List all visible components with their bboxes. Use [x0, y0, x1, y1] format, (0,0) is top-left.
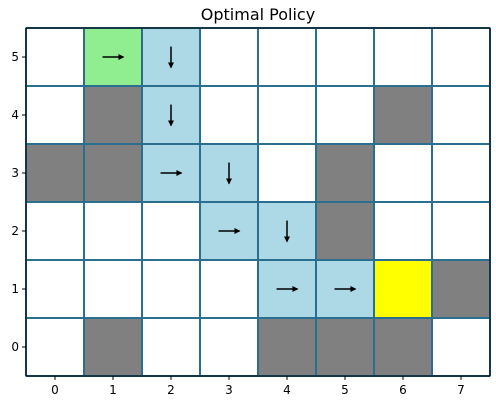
- cell-obstacle: [316, 144, 374, 202]
- cell-obstacle: [84, 86, 142, 144]
- policy-arrow-down: [168, 104, 174, 127]
- grid-cells: [26, 28, 490, 376]
- y-tick-label: 5: [11, 50, 19, 64]
- cell-obstacle: [316, 202, 374, 260]
- cell-obstacle: [258, 318, 316, 376]
- y-tick-label: 0: [11, 340, 19, 354]
- x-tick-label: 0: [51, 383, 59, 397]
- cell-obstacle: [84, 318, 142, 376]
- x-tick-label: 5: [341, 383, 349, 397]
- x-tick-label: 4: [283, 383, 291, 397]
- y-tick-label: 2: [11, 224, 19, 238]
- policy-arrow-right: [218, 228, 241, 234]
- policy-arrows: [102, 46, 357, 292]
- policy-arrow-right: [334, 286, 357, 292]
- x-tick-label: 3: [225, 383, 233, 397]
- cell-obstacle: [26, 144, 84, 202]
- cell-obstacle: [316, 318, 374, 376]
- policy-arrow-right: [160, 170, 183, 176]
- policy-arrow-right: [276, 286, 299, 292]
- axes-frame: [25, 27, 491, 377]
- cell-goal: [374, 260, 432, 318]
- cell-obstacle: [374, 318, 432, 376]
- policy-arrow-down: [226, 162, 232, 185]
- x-axis: 0 1 2 3 4 5 6 7: [51, 376, 465, 397]
- y-tick-label: 4: [11, 108, 19, 122]
- policy-arrow-down: [168, 46, 174, 69]
- y-tick-label: 3: [11, 166, 19, 180]
- policy-arrow-down: [284, 220, 290, 243]
- cell-obstacle: [432, 260, 490, 318]
- y-tick-label: 1: [11, 282, 19, 296]
- x-tick-label: 1: [109, 383, 117, 397]
- x-tick-label: 6: [399, 383, 407, 397]
- plot-area: [25, 27, 491, 377]
- x-tick-label: 2: [167, 383, 175, 397]
- cell-obstacle: [84, 144, 142, 202]
- policy-arrow-right: [102, 54, 125, 60]
- chart-title: Optimal Policy: [201, 5, 315, 24]
- y-axis: 0 1 2 3 4 5: [11, 50, 26, 354]
- x-tick-label: 7: [457, 383, 465, 397]
- cell-obstacle: [374, 86, 432, 144]
